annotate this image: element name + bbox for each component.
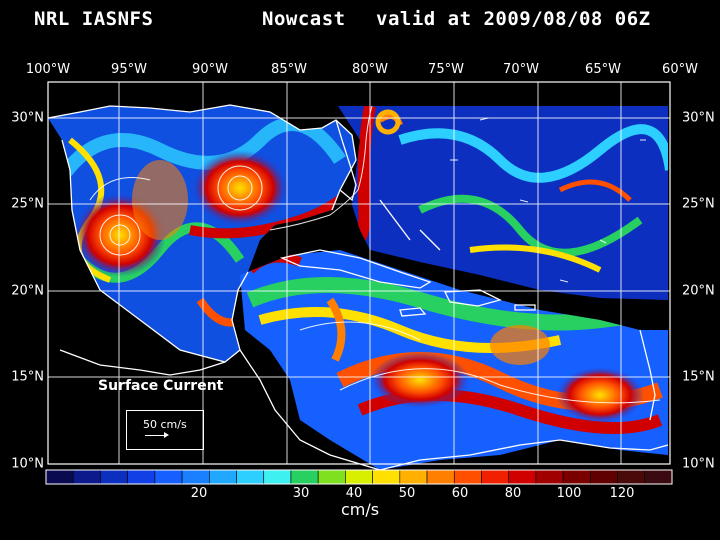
lon-label: 90°W <box>192 62 228 77</box>
model-name: NRL IASNFS <box>34 8 154 30</box>
colorbar-swatch <box>154 469 183 485</box>
lon-label: 95°W <box>111 62 147 77</box>
lat-label-right: 15°N <box>682 369 715 385</box>
colorbar-swatch <box>72 469 101 485</box>
south-america-coastline <box>379 439 669 471</box>
colorbar-swatch <box>263 469 292 485</box>
colorbar-swatch <box>617 469 646 485</box>
colorbar-swatch <box>508 469 537 485</box>
colorbar-tick-label: 80 <box>504 486 522 501</box>
colorbar-swatch <box>100 469 128 485</box>
colorbar-swatch <box>453 469 482 485</box>
field-name-label: Surface Current <box>98 378 224 394</box>
lat-label-left: 25°N <box>11 196 44 212</box>
lon-label: 75°W <box>428 62 464 77</box>
hispaniola-outline <box>443 289 502 307</box>
colorbar-swatch <box>127 469 156 485</box>
lon-label: 70°W <box>503 62 539 77</box>
colorbar-swatch <box>481 469 509 485</box>
lon-label: 100°W <box>25 62 71 77</box>
colorbar-swatch <box>535 469 564 485</box>
colorbar-swatch <box>562 469 591 485</box>
colorbar-tick-label: 40 <box>345 486 363 501</box>
lat-label-left: 10°N <box>11 456 44 472</box>
lon-label: 85°W <box>271 62 307 77</box>
colorbar-tick-label: 50 <box>398 486 416 501</box>
lon-label: 80°W <box>352 62 388 77</box>
colorbar-frame <box>45 469 673 485</box>
graticule <box>48 82 670 464</box>
gulf-coastline <box>47 104 357 211</box>
map-frame <box>47 81 671 465</box>
colorbar-swatch <box>181 469 210 485</box>
product-name: Nowcast <box>262 8 346 30</box>
colorbar-swatch <box>345 469 373 485</box>
colorbar-units: cm/s <box>340 500 380 519</box>
bahamas-outline <box>379 199 441 251</box>
lon-label: 60°W <box>662 62 698 77</box>
colorbar-tick-label: 100 <box>556 486 582 501</box>
puerto-rico-outline <box>514 304 536 311</box>
lat-label-right: 20°N <box>682 283 715 299</box>
lat-label-right: 10°N <box>682 456 715 472</box>
colorbar-swatch <box>45 469 74 485</box>
reference-vector-box: 50 cm/s <box>126 410 204 450</box>
jamaica-outline <box>399 307 427 317</box>
colorbar-swatch <box>644 469 673 485</box>
lat-label-left: 15°N <box>11 369 44 385</box>
colorbar-swatch <box>209 469 237 485</box>
lat-label-left: 20°N <box>11 283 44 299</box>
colorbar-tick-label: 120 <box>609 486 635 501</box>
lesser-antilles <box>639 329 656 421</box>
reference-arrow-icon <box>145 432 169 438</box>
lat-label-left: 30°N <box>11 110 44 126</box>
colorbar-swatch <box>317 469 346 485</box>
colorbar-tick-label: 20 <box>190 486 208 501</box>
colorbar-swatch <box>236 469 265 485</box>
colorbar <box>45 469 673 485</box>
valid-time: valid at 2009/08/08 06Z <box>376 8 651 30</box>
colorbar-swatch <box>590 469 618 485</box>
colorbar-swatch <box>426 469 455 485</box>
mexico-coastline <box>61 139 249 363</box>
colorbar-swatch <box>399 469 428 485</box>
reference-vector-label: 50 cm/s <box>143 418 187 431</box>
lon-label: 65°W <box>585 62 621 77</box>
lat-label-right: 30°N <box>682 110 715 126</box>
colorbar-tick-label: 60 <box>451 486 469 501</box>
colorbar-swatch <box>290 469 319 485</box>
lat-label-right: 25°N <box>682 196 715 212</box>
colorbar-swatch <box>372 469 401 485</box>
cuba-outline <box>279 249 432 289</box>
colorbar-tick-label: 30 <box>292 486 310 501</box>
